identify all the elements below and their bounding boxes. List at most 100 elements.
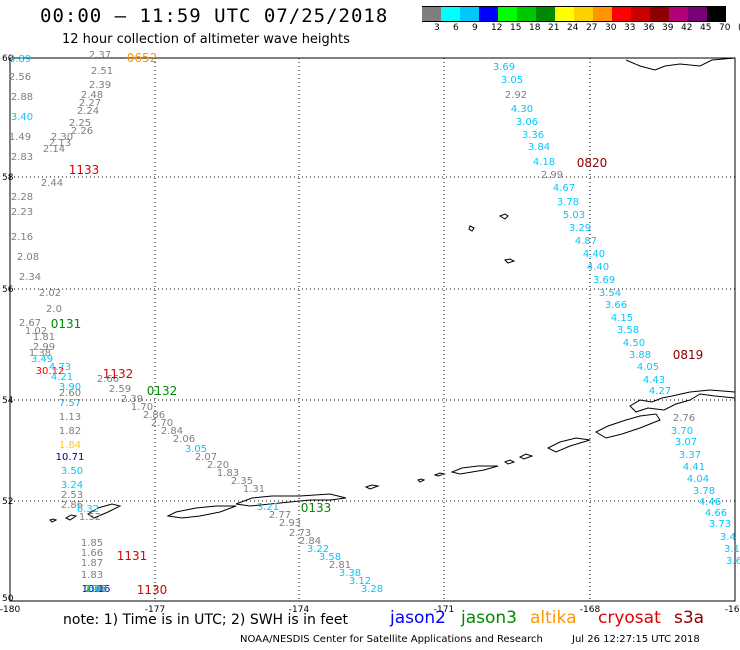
wave-height-label: 6.32 (77, 504, 99, 515)
wave-height-label: 4.40 (583, 249, 605, 260)
colorbar-swatch (669, 6, 688, 22)
unalaska-island (594, 413, 661, 439)
footer-center: NOAA/NESDIS Center for Satellite Applica… (240, 634, 543, 645)
colorbar-label: 42 (681, 23, 693, 33)
y-tick-label: 54 (2, 396, 14, 406)
wave-height-label: 3.05 (501, 75, 523, 86)
commander-islands (49, 514, 78, 523)
wave-height-label: 3.40 (11, 112, 33, 123)
page-title: 00:00 – 11:59 UTC 07/25/2018 (40, 5, 389, 27)
wave-height-label: 3.84 (528, 142, 550, 153)
wave-height-label: 2.53 (61, 490, 83, 501)
wave-height-label: 4.50 (623, 338, 645, 349)
wave-height-label: 4.40 (587, 262, 609, 273)
wave-height-label: 2.23 (11, 207, 33, 218)
wave-height-label: 4.27 (649, 386, 671, 397)
wave-height-label: 2.02 (39, 288, 61, 299)
wave-height-label: 3.28 (361, 584, 383, 595)
wave-height-label: 3.36 (522, 130, 544, 141)
wave-height-label: 1.87 (81, 558, 103, 569)
colorbar-swatch (593, 6, 612, 22)
wave-height-label: 1.49 (9, 132, 31, 143)
wave-height-label: 4.87 (575, 236, 597, 247)
wave-height-label: 1.31 (243, 484, 265, 495)
wave-height-label: 4.66 (705, 508, 727, 519)
legend-altika: altika (530, 608, 577, 628)
colorbar-label: 12 (491, 23, 503, 33)
colorbar-label: 24 (567, 23, 579, 33)
pass-time-label: 0133 (301, 501, 332, 515)
colorbar-label: 39 (662, 23, 674, 33)
wave-height-label: 3.78 (557, 197, 579, 208)
colorbar-label: 27 (586, 23, 598, 33)
rat-islands (235, 493, 347, 507)
wave-height-label: 1.84 (59, 440, 81, 451)
wave-height-label: 3.24 (61, 480, 83, 491)
y-tick-label: 60 (2, 54, 14, 64)
colorbar-label: 21 (548, 23, 560, 33)
wave-height-label: 3.25 (85, 584, 107, 595)
x-tick-label: -180 (0, 605, 20, 615)
wave-height-labels: 3.89 2.56 2.88 3.40 1.49 2.83 2.28 2.23 2.16 2.08… (9, 50, 740, 595)
wave-height-label: 30.12 (36, 366, 65, 377)
wave-height-label: 2.06 (173, 434, 195, 445)
y-tick-label: 58 (2, 173, 14, 183)
x-tick-label: -171 (434, 605, 454, 615)
y-tick-label: 56 (2, 285, 14, 295)
wave-height-label: 1.70 (131, 402, 153, 413)
pass-time-label: 0652 (127, 51, 158, 65)
legend-cryosat: cryosat (598, 608, 661, 628)
wave-height-label: 3.90 (59, 382, 81, 393)
wave-height-label: 10.71 (56, 452, 85, 463)
attu-island (87, 503, 122, 519)
island-pribilof-3 (503, 258, 516, 264)
wave-height-label: 2.99 (33, 342, 55, 353)
colorbar-label: 36 (643, 23, 655, 33)
wave-height-label: 2.35 (231, 476, 253, 487)
colorbar-label: 45 (700, 23, 712, 33)
alaska-coast-north (625, 57, 736, 71)
colorbar-swatch (517, 6, 536, 22)
wave-height-label: 2.86 (143, 410, 165, 421)
wave-height-label: 3.12 (349, 576, 371, 587)
wave-height-label: 3.1 (724, 544, 740, 555)
wave-height-label: 3.38 (339, 568, 361, 579)
wave-height-label: 3.69 (593, 275, 615, 286)
wave-height-label: 3.54 (599, 288, 621, 299)
colorbar-label: 70 (719, 23, 731, 33)
wave-height-label: 4.67 (553, 183, 575, 194)
wave-height-label: 1.82 (59, 426, 81, 437)
colorbar-label: 6 (453, 23, 459, 33)
colorbar-swatch (460, 6, 479, 22)
wave-height-label: 3.37 (679, 450, 701, 461)
wave-height-label: 3.58 (319, 552, 341, 563)
wave-height-label: 2.17 (85, 584, 107, 595)
wave-height-label: 4.30 (511, 104, 533, 115)
wave-height-label: 2.24 (77, 106, 99, 117)
legend-jason3: jason3 (461, 608, 517, 628)
wave-height-label: 3.88 (629, 350, 651, 361)
wave-height-label: 1.02 (25, 326, 47, 337)
near-islands (166, 505, 237, 519)
wave-height-label: 3.06 (516, 117, 538, 128)
colorbar-label: 9 (472, 23, 478, 33)
wave-height-label: 3.78 (693, 486, 715, 497)
wave-height-label: 2.39 (89, 80, 111, 91)
wave-height-label: 2.95 (85, 584, 107, 595)
colorbar-swatch (707, 6, 726, 22)
map-frame (9, 57, 736, 602)
wave-height-label: 2.39 (121, 394, 143, 405)
wave-height-label: 2.66 (97, 374, 119, 385)
wave-height-label: 3.4 (720, 532, 736, 543)
wave-height-label: 4.43 (643, 375, 665, 386)
footer-timestamp: Jul 26 12:27:15 UTC 2018 (572, 634, 700, 645)
wave-height-label: 2.92 (505, 90, 527, 101)
wave-height-label: 4.41 (683, 462, 705, 473)
legend-s3a: s3a (674, 608, 705, 628)
page-subtitle: 12 hour collection of altimeter wave hei… (62, 32, 350, 47)
wave-height-label: 3.58 (617, 325, 639, 336)
wave-height-label: 4.46 (699, 497, 721, 508)
wave-height-label: 2.28 (11, 192, 33, 203)
wave-height-label: 3.69 (493, 62, 515, 73)
